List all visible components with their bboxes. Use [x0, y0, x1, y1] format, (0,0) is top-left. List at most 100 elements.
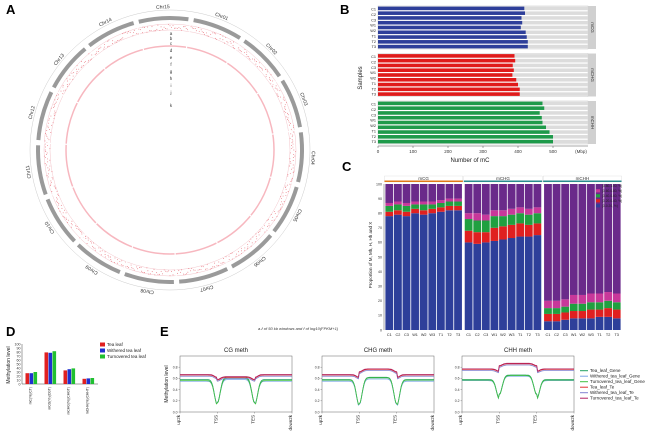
chromosome-label: Chr14 — [98, 17, 113, 29]
circos-point — [235, 253, 237, 255]
circos-point — [53, 115, 55, 116]
circos-point — [194, 28, 196, 30]
circos-point — [163, 269, 165, 271]
circos-point — [248, 57, 250, 59]
circos-point — [290, 180, 292, 182]
circos-point — [122, 37, 124, 39]
profile-line — [322, 377, 434, 406]
level-bar — [29, 373, 34, 384]
circos-point — [49, 159, 51, 161]
circos-point — [219, 38, 221, 40]
circos-point — [283, 99, 285, 101]
circos-point — [48, 139, 50, 141]
sample-label: C2 — [371, 60, 376, 64]
chromosome-band — [88, 21, 135, 48]
circos-point — [90, 58, 92, 60]
circos-point — [87, 239, 89, 241]
circos-point — [276, 88, 278, 90]
chromosome-label: Chr06 — [252, 255, 267, 268]
circos-point — [258, 231, 259, 233]
circos-point — [139, 29, 141, 31]
mc-bar — [378, 20, 523, 25]
profile-line — [180, 374, 292, 381]
legend-label: Withered_tea_leaf_Te — [590, 390, 634, 395]
sample-label: C2 — [371, 13, 376, 17]
circos-point — [56, 190, 58, 192]
circos-point — [291, 148, 293, 149]
mc-bar — [378, 63, 513, 68]
circos-point — [46, 152, 48, 154]
circos-point — [286, 102, 288, 103]
circos-point — [126, 32, 128, 34]
stack-segment — [507, 238, 516, 330]
stack-segment — [464, 213, 473, 220]
circos-point — [121, 264, 123, 266]
sample-label: C1 — [387, 333, 392, 337]
circos-point — [121, 38, 123, 40]
circos-point — [147, 26, 148, 28]
sample-label: W3 — [588, 333, 594, 337]
circos-point — [293, 126, 295, 128]
circos-point — [246, 248, 248, 250]
circos-point — [146, 267, 148, 269]
circos-point — [285, 188, 287, 190]
circos-point — [108, 256, 110, 258]
stack-segment — [533, 235, 542, 330]
circos-point — [285, 108, 287, 110]
stack-segment — [393, 210, 402, 215]
sample-label: W2 — [421, 333, 427, 337]
circos-point — [269, 77, 270, 79]
circos-point — [292, 159, 294, 161]
circos-point — [160, 270, 162, 272]
stack-segment — [402, 184, 411, 203]
circos-point — [61, 207, 63, 209]
circos-point — [254, 60, 256, 62]
circos-point — [53, 104, 55, 105]
mc-count-bar-chart: C1C2C3W1W2T1T2T3mCGC1C2C3W1W2T1T2T3mCHGC… — [358, 5, 596, 164]
circos-point — [181, 269, 183, 271]
stack-segment — [419, 204, 428, 211]
circos-point — [247, 246, 249, 248]
context-label: mCG — [418, 176, 429, 181]
circos-point — [274, 211, 276, 212]
circos-point — [112, 40, 114, 42]
chromosome-label: Chr10 — [44, 220, 57, 235]
circos-caption: a-f of 50 kb windows and f of log10(FPKM… — [258, 326, 339, 331]
stack-segment — [552, 321, 561, 330]
sample-label: T2 — [447, 333, 451, 337]
circos-point — [60, 204, 62, 206]
stack-segment — [533, 213, 542, 224]
circos-point — [47, 173, 49, 175]
ring-letter: h — [170, 76, 173, 81]
circos-point — [94, 247, 96, 249]
stack-segment — [411, 201, 419, 205]
circos-point — [233, 47, 234, 49]
context-strip-bar — [543, 180, 622, 182]
circos-point — [223, 258, 225, 259]
sample-label: C3 — [371, 113, 376, 117]
circos-point — [63, 90, 65, 92]
stack-segment — [516, 236, 525, 330]
group-strip-label: mCHG — [590, 68, 595, 82]
circos-point — [290, 122, 291, 124]
sample-label: T1 — [518, 333, 522, 337]
stack-segment — [393, 204, 402, 211]
circos-point — [97, 48, 99, 50]
stack-segment — [507, 214, 516, 225]
circos-point — [99, 250, 101, 252]
stack-segment — [499, 210, 507, 217]
mc-bar — [378, 87, 520, 92]
circos-point — [81, 233, 83, 235]
stack-segment — [604, 300, 613, 309]
circos-point — [277, 94, 279, 96]
circos-point — [287, 112, 289, 114]
circos-point — [293, 149, 295, 151]
circos-point — [258, 62, 260, 64]
circos-point — [290, 162, 292, 164]
circos-point — [289, 161, 291, 163]
circos-point — [196, 271, 198, 273]
circos-point — [116, 259, 118, 261]
sample-label: T2 — [372, 87, 376, 91]
stack-segment — [490, 210, 499, 217]
circos-point — [195, 30, 197, 32]
